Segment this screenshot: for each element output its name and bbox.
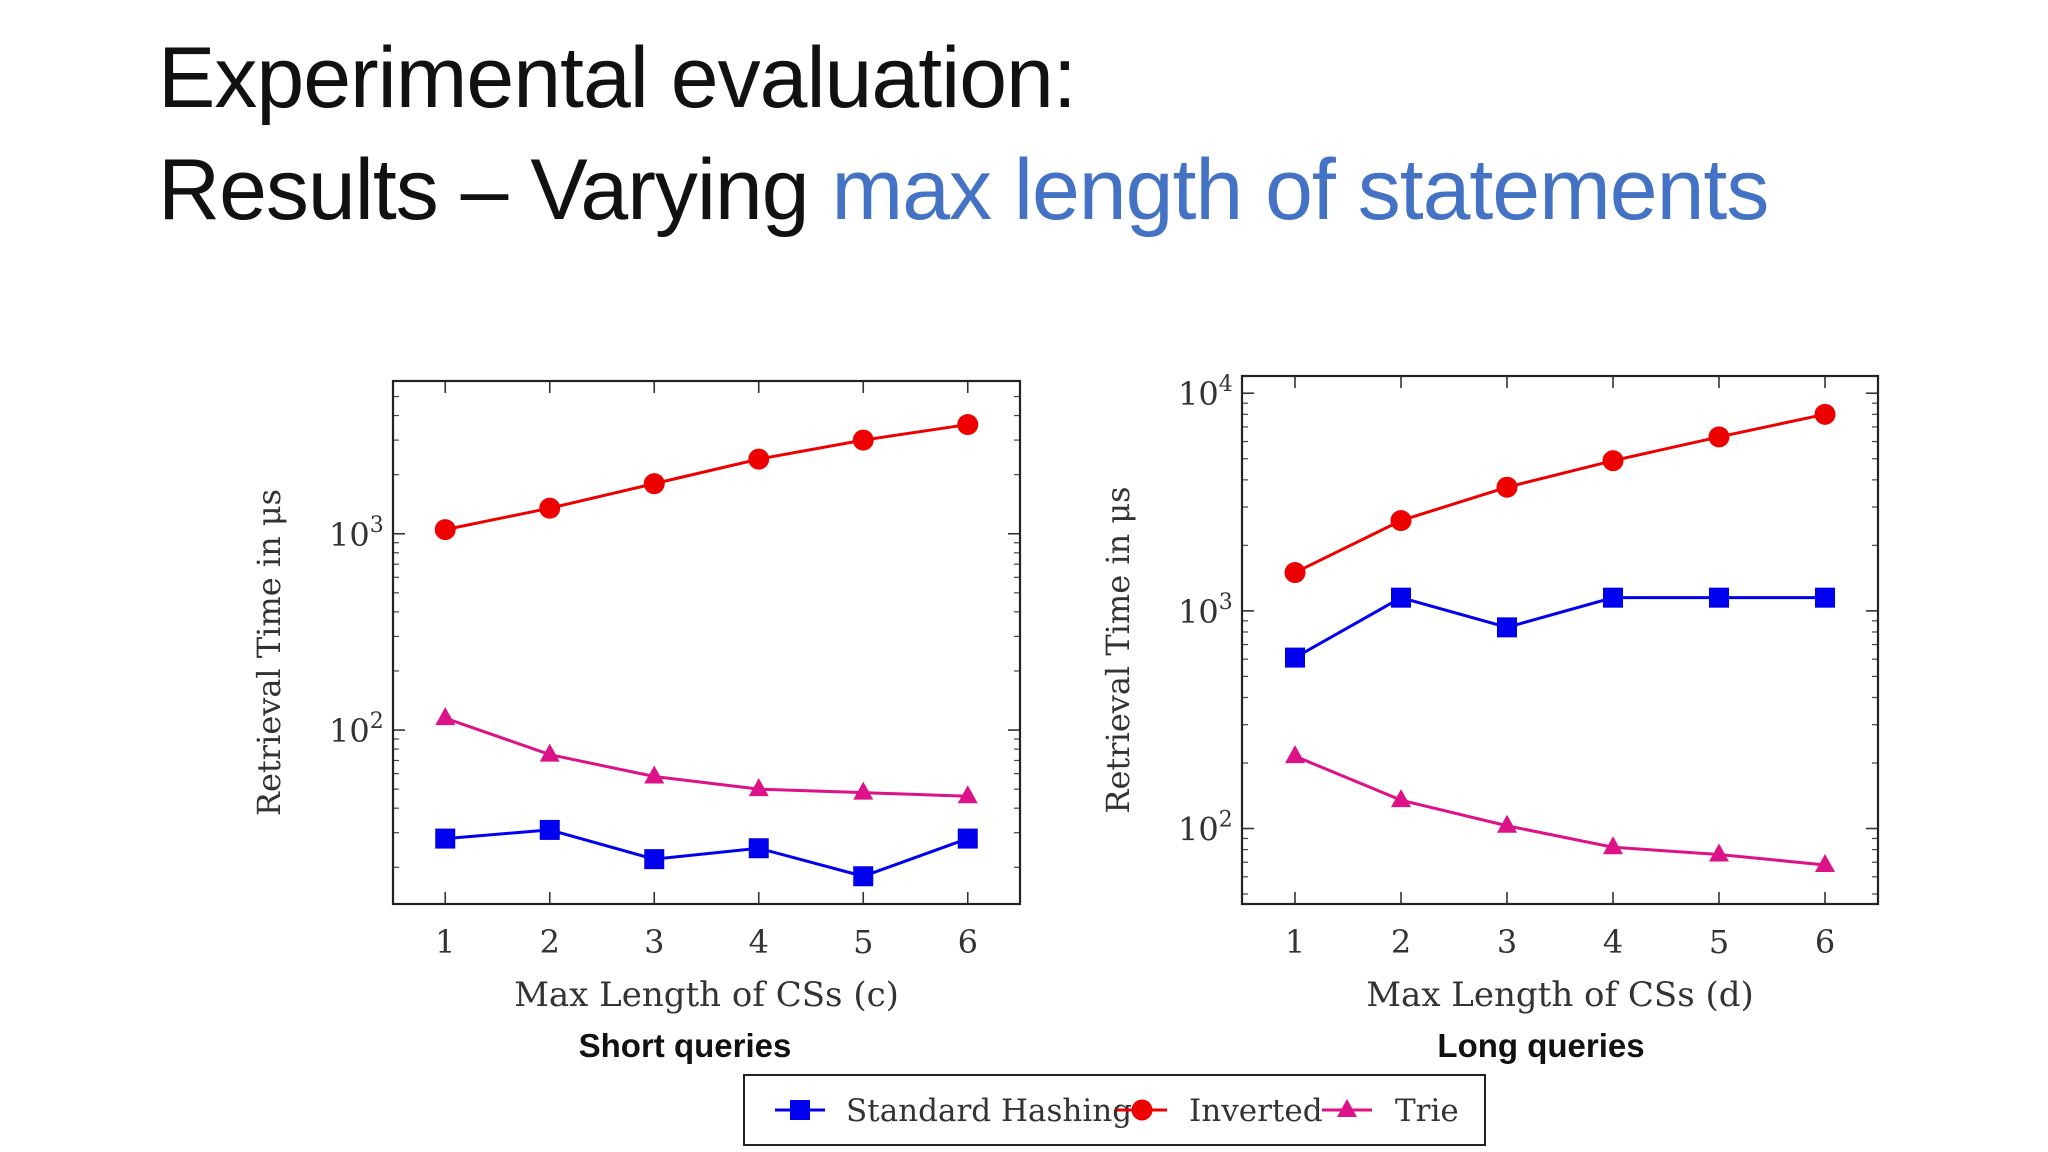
data-point-circle	[1708, 426, 1730, 448]
x-axis-label: Max Length of CSs (d)	[1366, 975, 1754, 1015]
x-tick-label: 2	[540, 923, 560, 961]
x-tick-label: 3	[1497, 923, 1517, 961]
title-line-2-accent: max length of statements	[831, 142, 1770, 238]
data-point-triangle	[539, 743, 560, 762]
data-point-triangle	[1709, 843, 1729, 862]
data-point-square	[435, 828, 456, 849]
x-tick-label: 5	[853, 923, 873, 961]
data-point-circle	[748, 448, 770, 470]
x-tick-label: 6	[958, 923, 978, 961]
chart-1: 102 103 1 2 3 4 5 6 Max Length of CSs (c) Retriev…	[250, 379, 1022, 1064]
slide-title: Experimental evaluation: Results – Varyi…	[158, 22, 1770, 246]
data-point-square	[1497, 617, 1517, 638]
data-point-circle	[852, 429, 874, 451]
legend-marker-triangle	[1337, 1099, 1357, 1117]
y-axis-label: Retrieval Time in μs	[250, 489, 288, 816]
y-tick-label: 102	[1178, 808, 1233, 849]
chart-2: 102 103 104 1 2 3 4 5 6 Max Length of CSs (d) Retr…	[1099, 372, 1880, 1064]
y-tick-label: 103	[1178, 590, 1233, 631]
legend-marker-square	[790, 1100, 810, 1120]
data-point-square	[539, 819, 560, 840]
data-point-square	[748, 838, 769, 859]
data-point-square	[1709, 587, 1729, 608]
data-point-circle	[957, 414, 979, 436]
data-point-circle	[539, 497, 561, 519]
legend-label: Standard Hashing	[846, 1093, 1132, 1129]
y-axis-label: Retrieval Time in μs	[1099, 486, 1137, 813]
x-tick-label: 4	[1603, 923, 1623, 961]
data-point-circle	[1602, 450, 1624, 472]
chart-caption: Long queries	[1437, 1027, 1644, 1064]
title-line-2-prefix: Results – Varying	[158, 142, 832, 238]
data-point-square	[1603, 587, 1623, 608]
x-tick-label: 1	[435, 923, 455, 961]
series-line-triangle	[444, 716, 968, 798]
data-point-square	[1285, 647, 1305, 668]
data-point-circle	[1284, 562, 1306, 584]
data-point-circle	[1496, 476, 1518, 498]
data-point-circle	[643, 473, 665, 495]
legend-label: Trie	[1395, 1093, 1459, 1129]
legend-label: Inverted	[1189, 1093, 1323, 1129]
data-point-triangle	[853, 781, 874, 800]
series-line-circle	[444, 423, 968, 532]
data-point-square	[644, 849, 665, 870]
data-point-triangle	[1285, 745, 1305, 764]
y-tick-label: 103	[329, 513, 384, 554]
data-point-triangle	[957, 785, 978, 804]
series-line-square	[445, 828, 969, 878]
x-tick-label: 3	[644, 923, 664, 961]
data-point-triangle	[1497, 814, 1517, 833]
x-tick-label: 1	[1285, 923, 1305, 961]
y-tick-label: 102	[329, 709, 384, 750]
data-point-triangle	[1391, 789, 1411, 808]
data-point-triangle	[1815, 853, 1835, 872]
data-point-triangle	[435, 707, 456, 726]
data-point-circle	[1390, 510, 1412, 532]
y-tick-label: 104	[1178, 372, 1233, 413]
legend-marker-circle	[1131, 1099, 1153, 1121]
plot-frame	[391, 379, 1022, 906]
data-point-triangle	[1603, 836, 1623, 855]
data-point-square	[853, 866, 874, 887]
x-tick-label: 6	[1815, 923, 1835, 961]
chart-caption: Short queries	[579, 1027, 792, 1064]
data-point-circle	[1814, 403, 1836, 425]
plot-frame	[1240, 374, 1880, 906]
data-point-triangle	[748, 778, 769, 797]
data-point-square	[1815, 587, 1835, 608]
data-point-square	[957, 828, 978, 849]
series-line-circle	[1294, 412, 1826, 574]
legend: Standard Hashing Inverted Trie	[743, 1074, 1486, 1146]
data-point-triangle	[644, 765, 665, 784]
x-tick-label: 4	[749, 923, 769, 961]
series-line-triangle	[1294, 754, 1826, 867]
x-tick-label: 5	[1709, 923, 1729, 961]
series-line-square	[1294, 596, 1825, 659]
x-axis-label: Max Length of CSs (c)	[514, 975, 899, 1015]
title-line-1: Experimental evaluation:	[158, 30, 1077, 126]
data-point-circle	[434, 519, 456, 541]
data-point-square	[1391, 587, 1411, 608]
x-tick-label: 2	[1391, 923, 1411, 961]
